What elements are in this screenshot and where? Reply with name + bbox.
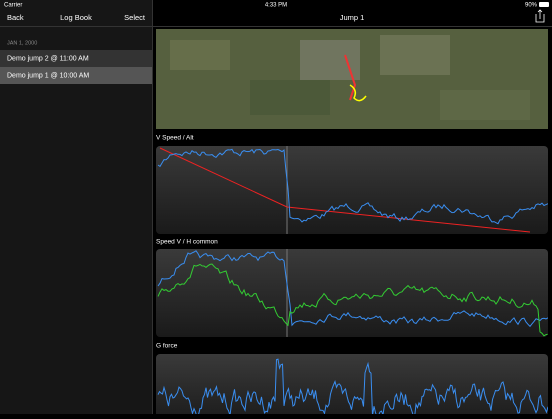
- list-row[interactable]: [0, 50, 152, 67]
- section-header: JAN 1, 2000: [7, 40, 37, 46]
- back-button[interactable]: Back: [7, 13, 24, 22]
- alt-line: [159, 147, 531, 233]
- row-label[interactable]: Demo jump 2 @ 11:00 AM: [7, 55, 89, 62]
- vspeed-line: [157, 148, 548, 225]
- hspeed-line: [157, 263, 548, 337]
- carrier: Carrier: [4, 3, 22, 9]
- row-label[interactable]: Demo jump 1 @ 10:00 AM: [7, 72, 89, 79]
- list-row-selected[interactable]: [0, 67, 152, 84]
- map: [156, 29, 548, 129]
- select-button[interactable]: Select: [124, 13, 146, 22]
- panel-label: G force: [156, 343, 178, 350]
- vspeed-line: [157, 250, 548, 328]
- detail-title: Jump 1: [340, 13, 365, 22]
- sidebar-title: Log Book: [60, 13, 92, 22]
- chart-bg: [156, 249, 548, 337]
- battery-text: 90%: [525, 3, 538, 9]
- panel-label: Speed V / H common: [156, 239, 218, 246]
- clock: 4:33 PM: [265, 3, 287, 9]
- chart-bg: [156, 146, 548, 234]
- share-icon[interactable]: [535, 9, 545, 23]
- panel-label: V Speed / Alt: [156, 135, 194, 142]
- gforce-line: [157, 358, 548, 419]
- chart-bg: [156, 354, 548, 419]
- battery-icon: [539, 2, 549, 7]
